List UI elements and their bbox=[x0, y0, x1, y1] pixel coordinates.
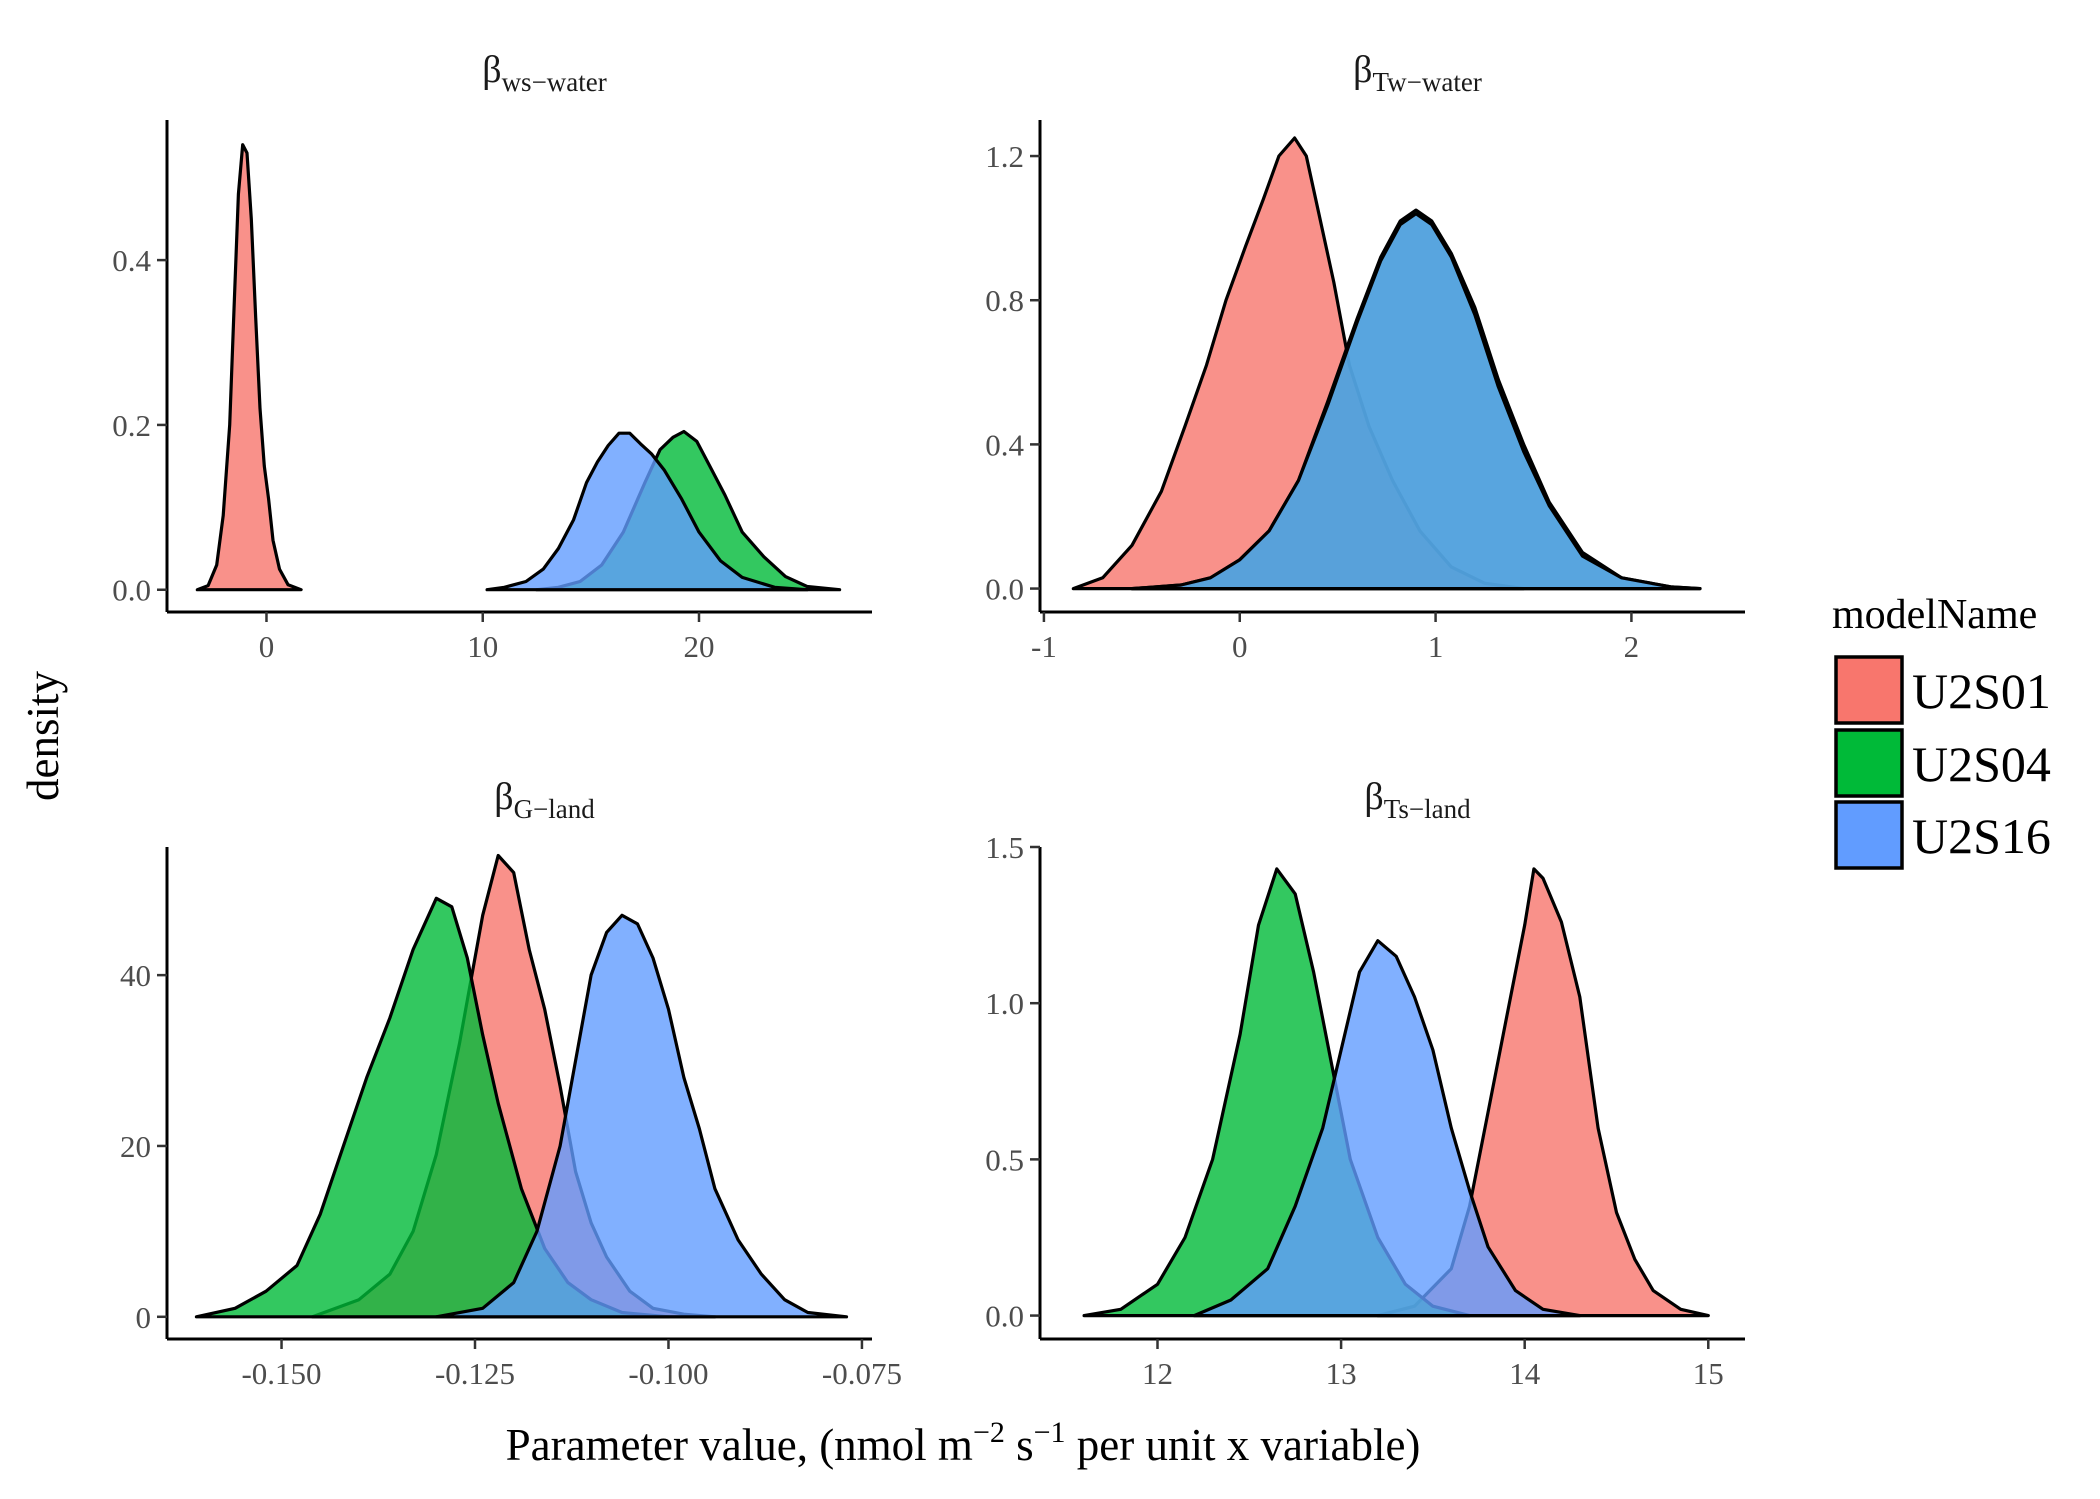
y-tick-label: 0.8 bbox=[985, 283, 1024, 318]
y-tick-label: 0.5 bbox=[985, 1142, 1024, 1177]
y-tick-label: 1.2 bbox=[985, 139, 1024, 174]
x-tick-label: -0.150 bbox=[241, 1356, 321, 1391]
panel-title-top-left: βws−water bbox=[482, 49, 607, 97]
panel-title-bottom-right: βTs−land bbox=[1364, 776, 1471, 824]
x-tick-label: 2 bbox=[1624, 629, 1640, 664]
x-tick-label: 13 bbox=[1326, 1356, 1357, 1391]
density-u2s16-top-right bbox=[1130, 212, 1702, 591]
panel-title-top-right: βTw−water bbox=[1353, 49, 1482, 97]
x-tick-label: -0.075 bbox=[822, 1356, 902, 1391]
panel-title-symbol: β bbox=[482, 49, 501, 91]
legend-swatch-u2s01 bbox=[1834, 655, 1904, 725]
x-axis-title-part1: Parameter value, (nmol m bbox=[506, 1420, 973, 1470]
x-tick-label: 1 bbox=[1428, 629, 1444, 664]
panel-title-subscript: Ts−land bbox=[1384, 794, 1471, 824]
x-axis-title-part3: per unit x variable) bbox=[1066, 1420, 1421, 1470]
panel-title-subscript: ws−water bbox=[502, 67, 607, 97]
x-tick-label: 0 bbox=[259, 629, 275, 664]
x-axis-title-sup2: −1 bbox=[1034, 1416, 1066, 1449]
panel-title-subscript: G−land bbox=[514, 794, 596, 824]
y-tick-label: 40 bbox=[120, 958, 151, 993]
x-tick-label: 20 bbox=[683, 629, 714, 664]
legend-item-u2s01: U2S01 bbox=[1834, 655, 2051, 725]
panel-top-left: 0 10 20 0.0 0.2 0.4 βws−water bbox=[112, 49, 872, 664]
panel-title-symbol: β bbox=[1353, 49, 1372, 91]
x-tick-label: 0 bbox=[1232, 629, 1248, 664]
panel-bottom-left: -0.150 -0.125 -0.100 -0.075 0 20 40 βG−land bbox=[120, 776, 902, 1391]
panel-top-right: -1 0 1 2 0.0 0.4 0.8 1.2 βTw−water bbox=[985, 49, 1745, 664]
y-tick-label: 0.4 bbox=[985, 427, 1024, 462]
y-tick-label: 0.0 bbox=[112, 573, 151, 608]
y-tick-label: 0.0 bbox=[985, 572, 1024, 607]
y-tick-label: 0.4 bbox=[112, 243, 151, 278]
density-u2s01-top-left bbox=[195, 143, 303, 592]
y-tick-label: 1.0 bbox=[985, 986, 1024, 1021]
legend-title: modelName bbox=[1832, 592, 2037, 638]
x-tick-label: -1 bbox=[1031, 629, 1057, 664]
x-axis-title: Parameter value, (nmol m−2 s−1 per unit … bbox=[506, 1416, 1421, 1470]
x-tick-label: -0.100 bbox=[628, 1356, 708, 1391]
legend-label-u2s01: U2S01 bbox=[1912, 663, 2051, 719]
density-u2s16-top-left bbox=[485, 431, 809, 592]
legend-item-u2s04: U2S04 bbox=[1834, 728, 2051, 798]
legend-swatch-u2s04 bbox=[1834, 728, 1904, 798]
x-axis-title-part2: s bbox=[1005, 1420, 1034, 1470]
y-tick-label: 20 bbox=[120, 1129, 151, 1164]
y-tick-label: 0.2 bbox=[112, 408, 151, 443]
x-tick-label: 14 bbox=[1509, 1356, 1541, 1391]
panel-bottom-right: 12 13 14 15 0.0 0.5 1.0 1.5 βTs−land bbox=[985, 776, 1745, 1391]
density-u2s16-bottom-right bbox=[1192, 939, 1582, 1318]
y-tick-label: 0 bbox=[136, 1300, 152, 1335]
y-tick-label: 0.0 bbox=[985, 1299, 1024, 1334]
legend-label-u2s04: U2S04 bbox=[1912, 736, 2051, 792]
legend-label-u2s16: U2S16 bbox=[1912, 808, 2051, 864]
x-tick-label: 12 bbox=[1142, 1356, 1173, 1391]
legend: modelName U2S01 U2S04 U2S16 bbox=[1832, 592, 2051, 870]
density-u2s16-bottom-left bbox=[434, 913, 849, 1319]
y-tick-label: 1.5 bbox=[985, 830, 1024, 865]
x-tick-label: 10 bbox=[467, 629, 498, 664]
legend-swatch-u2s16 bbox=[1834, 800, 1904, 870]
y-axis-title: density bbox=[18, 671, 68, 801]
legend-item-u2s16: U2S16 bbox=[1834, 800, 2051, 870]
x-tick-label: -0.125 bbox=[435, 1356, 515, 1391]
x-axis-title-sup1: −2 bbox=[973, 1416, 1005, 1449]
panel-title-subscript: Tw−water bbox=[1373, 67, 1482, 97]
panel-title-symbol: β bbox=[494, 776, 513, 818]
panel-title-bottom-left: βG−land bbox=[494, 776, 595, 824]
x-tick-label: 15 bbox=[1693, 1356, 1724, 1391]
panel-title-symbol: β bbox=[1364, 776, 1383, 818]
